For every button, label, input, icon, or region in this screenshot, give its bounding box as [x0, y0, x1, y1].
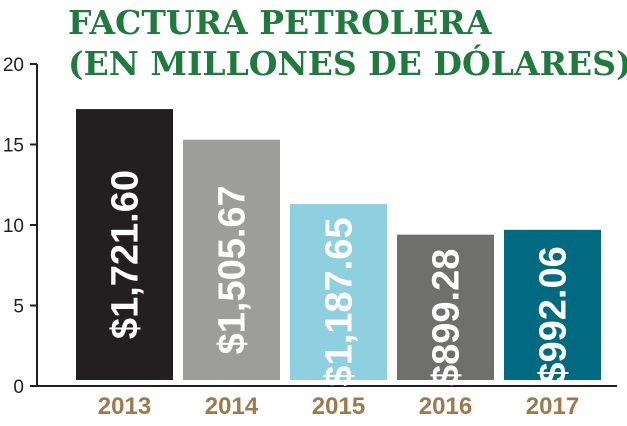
x-tick-label-2013: 2013: [98, 393, 151, 420]
value-label-2013: $1,721.60: [105, 170, 147, 339]
x-tick-label-2014: 2014: [205, 393, 259, 420]
value-label-2014: $1,505.67: [212, 185, 254, 354]
chart-title-line-1: FACTURA PETROLERA: [68, 3, 492, 42]
x-tick-label-2016: 2016: [419, 393, 472, 420]
value-labels-group: $1,721.60 $1,505.67 $1,187.65 $899.28 $992.0…: [105, 170, 575, 387]
y-tick-label-0: 0: [13, 377, 24, 398]
bar-2014: [183, 139, 280, 380]
bar-2017: [504, 229, 601, 380]
bar-2015: [290, 204, 387, 380]
y-tick-label-5: 5: [13, 297, 24, 318]
x-tick-label-2017: 2017: [526, 393, 579, 420]
y-tick-label-15: 15: [3, 136, 24, 157]
value-label-2016: $899.28: [426, 249, 468, 386]
bars-group: [76, 109, 601, 380]
y-tick-label-10: 10: [3, 216, 24, 237]
x-axis-labels-group: 2013 2014 2015 2016 2017: [98, 393, 579, 420]
y-tick-label-20: 20: [3, 55, 24, 76]
bar-2013: [76, 109, 173, 380]
value-label-2015: $1,187.65: [319, 218, 361, 387]
value-label-2017: $992.06: [533, 246, 575, 383]
bar-2016: [397, 234, 494, 380]
y-axis-ticks: 0 5 10 15 20: [3, 55, 37, 398]
chart-title-line-2: (EN MILLONES DE DÓLARES): [68, 43, 627, 83]
x-tick-label-2015: 2015: [312, 393, 365, 420]
